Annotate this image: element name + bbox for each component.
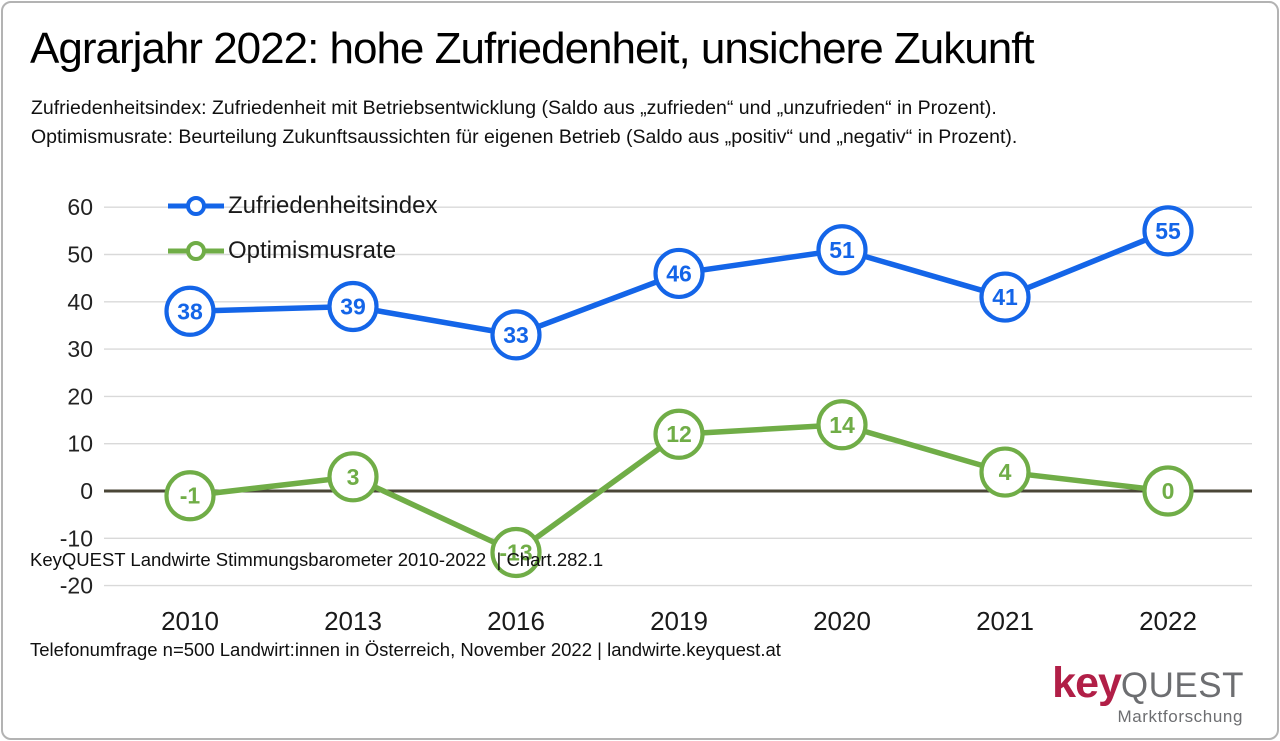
footer-source-line: KeyQUEST Landwirte Stimmungsbarometer 20…	[30, 549, 604, 570]
data-point-label: 0	[1162, 478, 1175, 504]
x-tick-label: 2010	[161, 606, 219, 636]
data-point-marker	[816, 224, 868, 276]
data-point-label: 3	[347, 464, 360, 490]
y-tick-label: 30	[67, 336, 93, 362]
data-point-label: 39	[340, 294, 366, 320]
data-point-marker	[1142, 205, 1194, 257]
data-point-marker	[490, 309, 542, 361]
data-point-marker	[490, 526, 542, 579]
legend-item-optimismusrate[interactable]: Optimismusrate	[167, 228, 437, 273]
logo-quest-text: QUEST	[1120, 666, 1244, 705]
data-point-label: 33	[503, 322, 529, 348]
y-tick-label: 20	[67, 383, 93, 409]
data-point-label: 41	[992, 284, 1018, 310]
data-point-label: 51	[829, 237, 855, 263]
data-point-marker	[1142, 465, 1194, 517]
data-point-marker	[653, 408, 705, 460]
line-with-marker-icon	[168, 240, 224, 261]
line-with-marker-icon	[168, 195, 224, 216]
subtitle-line-optimismusrate: Optimismusrate: Beurteilung Zukunftsauss…	[31, 126, 1018, 148]
x-tick-label: 2019	[650, 606, 708, 636]
x-tick-label: 2013	[324, 606, 382, 636]
legend-item-zufriedenheitsindex[interactable]: Zufriedenheitsindex	[167, 183, 437, 228]
data-point-marker	[164, 285, 216, 337]
data-point-marker	[327, 451, 379, 503]
data-point-marker	[979, 446, 1031, 498]
data-point-label: -1	[180, 483, 201, 509]
logo-wordmark: keyQUEST	[1052, 662, 1244, 705]
x-tick-label: 2021	[976, 606, 1034, 636]
data-point-marker	[816, 399, 868, 451]
chart-legend: Zufriedenheitsindex Optimismusrate	[167, 183, 437, 273]
y-tick-label: 60	[67, 194, 93, 220]
footer-method-line: Telefonumfrage n=500 Landwirt:innen in Ö…	[30, 639, 781, 660]
legend-label-optimismusrate: Optimismusrate	[228, 236, 397, 264]
x-tick-label: 2022	[1139, 606, 1197, 636]
data-point-marker	[164, 470, 216, 522]
footer-source-block: KeyQUEST Landwirte Stimmungsbarometer 20…	[30, 485, 781, 725]
y-tick-label: 50	[67, 242, 93, 268]
logo-key-text: key	[1052, 659, 1122, 707]
page-title: Agrarjahr 2022: hohe Zufriedenheit, unsi…	[30, 24, 1035, 73]
y-tick-label: 10	[67, 431, 93, 457]
data-point-label: -13	[499, 539, 532, 565]
y-tick-label: -10	[60, 525, 93, 551]
data-point-label: 55	[1155, 218, 1181, 244]
logo-subtext: Marktforschung	[1117, 707, 1243, 726]
keyquest-logo: keyQUEST Marktforschung	[1052, 662, 1244, 726]
data-point-label: 14	[829, 412, 855, 438]
x-tick-label: 2016	[487, 606, 545, 636]
legend-label-zufriedenheitsindex: Zufriedenheitsindex	[228, 191, 438, 219]
data-point-label: 46	[666, 260, 692, 286]
y-tick-label: -20	[60, 573, 93, 599]
x-tick-label: 2020	[813, 606, 871, 636]
chart-area: 60 50 40 30 20 10 0 -10 -20 2010 2013 2016 2019 2020 2…	[0, 183, 1280, 663]
y-tick-label: 40	[67, 289, 93, 315]
data-point-label: 12	[666, 421, 692, 447]
subtitle-block: Zufriedenheitsindex: Zufriedenheit mit B…	[31, 94, 1017, 152]
data-point-marker	[979, 271, 1031, 323]
y-tick-label: 0	[80, 478, 93, 504]
data-point-label: 38	[177, 298, 203, 324]
data-point-marker	[653, 247, 705, 300]
data-point-marker	[327, 280, 379, 333]
data-point-label: 4	[999, 459, 1012, 485]
subtitle-line-zufriedenheitsindex: Zufriedenheitsindex: Zufriedenheit mit B…	[31, 97, 997, 119]
